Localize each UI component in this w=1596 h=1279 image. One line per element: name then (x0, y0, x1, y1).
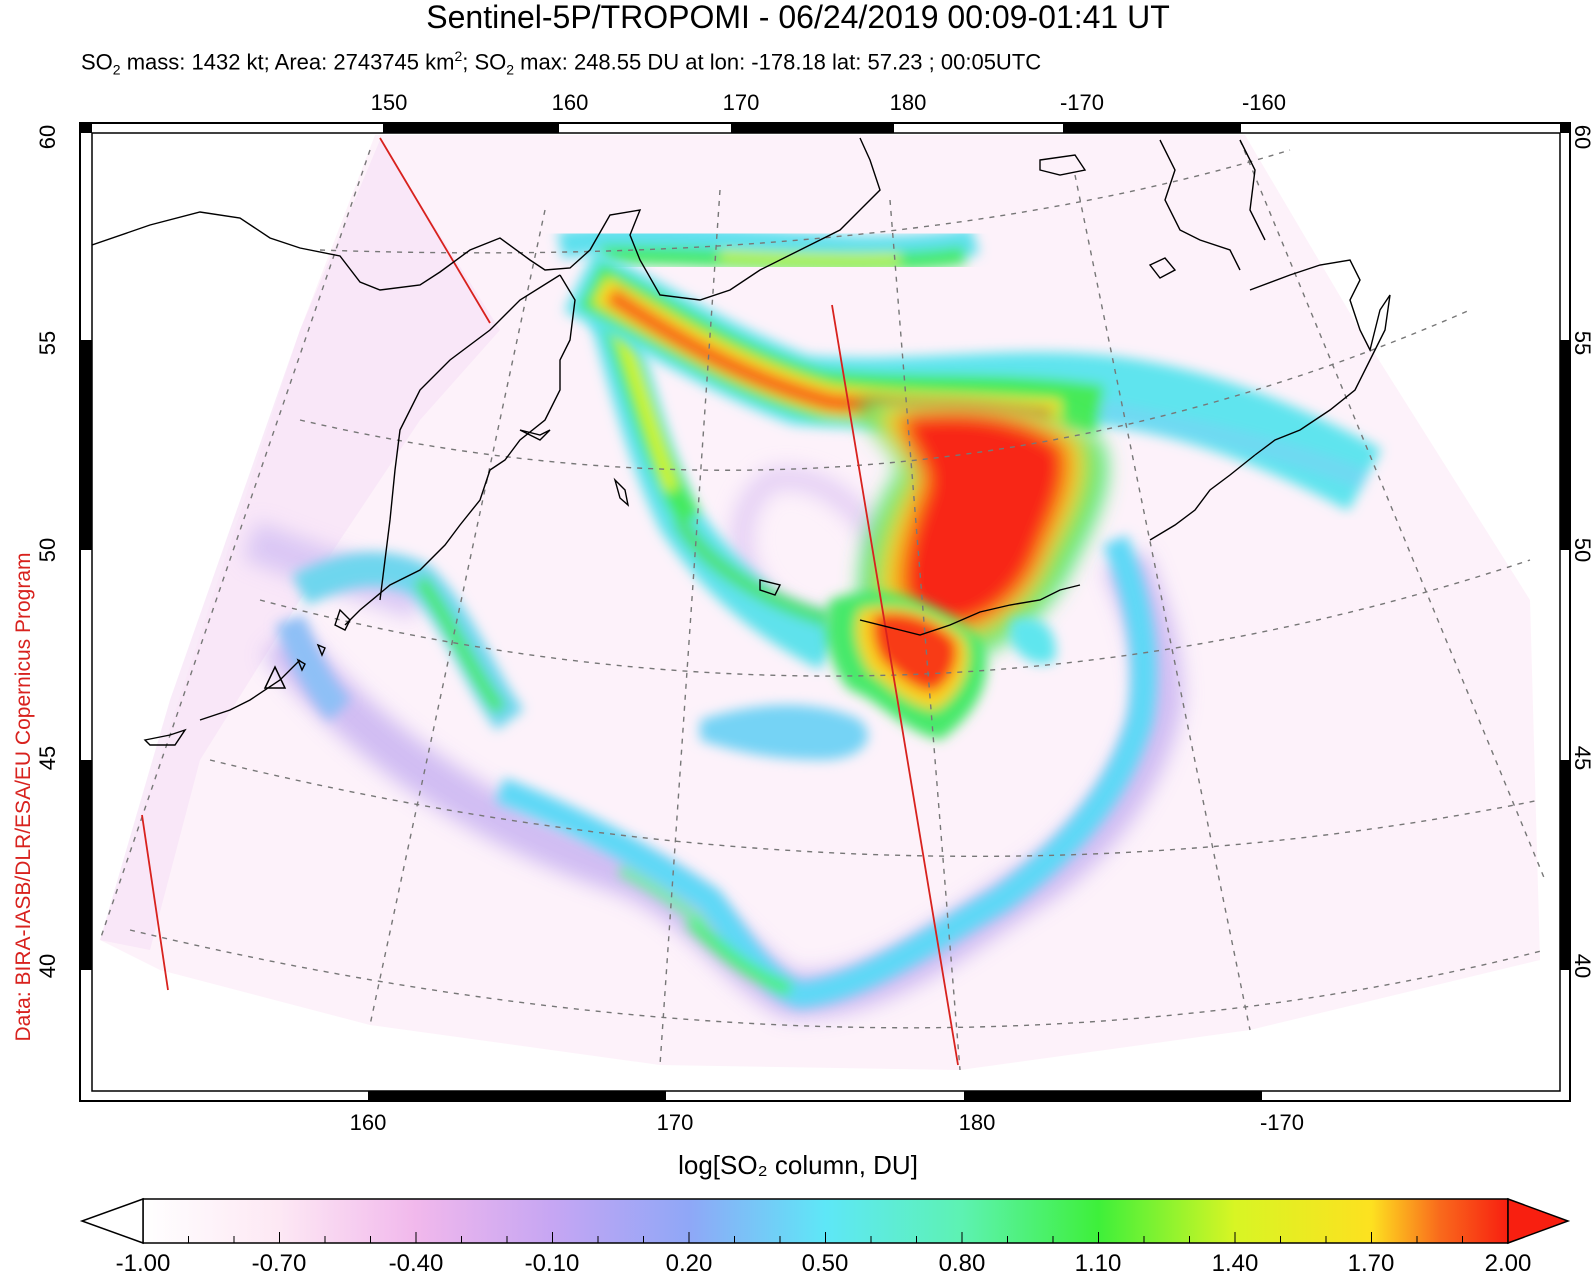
top-lon-tick: 180 (889, 90, 927, 115)
plume-north-band (557, 224, 980, 265)
colorbar-title: log[SO₂ column, DU] (678, 1150, 918, 1180)
right-ruler (1560, 340, 1570, 970)
colorbar-label: 0.80 (938, 1250, 986, 1277)
colorbar-label: -0.40 (388, 1250, 444, 1277)
map-title: Sentinel-5P/TROPOMI - 06/24/2019 00:09-0… (426, 0, 1170, 35)
colorbar-label: -1.00 (115, 1250, 171, 1277)
right-lat-tick: 60 (1570, 124, 1595, 150)
left-lat-tick: 40 (35, 953, 60, 979)
left-lat-tick: 50 (35, 537, 60, 563)
right-lat-tick: 45 (1570, 745, 1595, 771)
top-lon-tick: -160 (1241, 90, 1287, 115)
right-lat-tick: 50 (1570, 537, 1595, 563)
coastlines (92, 137, 1391, 746)
colorbar-label: 1.10 (1074, 1250, 1122, 1277)
plume-cyan-loop (495, 535, 1157, 1009)
top-ruler (80, 124, 1570, 133)
left-lat-tick: 55 (35, 330, 60, 356)
swath-background (100, 135, 1540, 1070)
colorbar-label: -0.10 (524, 1250, 580, 1277)
right-lat-tick: 40 (1570, 953, 1595, 979)
colorbar-label: -0.70 (251, 1250, 307, 1277)
colorbar-label: 0.20 (665, 1250, 713, 1277)
colorbar (79, 1197, 1571, 1245)
colorbar-label: 2.00 (1484, 1250, 1532, 1277)
bottom-lon-tick: 170 (656, 1110, 694, 1135)
top-lon-tick: 170 (722, 90, 760, 115)
colorbar-label: 1.40 (1211, 1250, 1259, 1277)
bottom-lon-tick: 160 (349, 1110, 387, 1135)
top-lon-tick: 160 (551, 90, 589, 115)
bottom-ruler (368, 1091, 1262, 1101)
top-lon-tick: -170 (1059, 90, 1105, 115)
so2-statistics: SO2 mass: 1432 kt; Area: 2743745 km2; SO… (81, 48, 1042, 78)
right-lat-tick: 55 (1570, 330, 1595, 356)
map-frame (79, 122, 1571, 1102)
bottom-lon-tick: -170 (1259, 1110, 1305, 1135)
top-lon-tick: 150 (370, 90, 408, 115)
left-ruler (81, 340, 92, 970)
left-lat-tick: 45 (35, 745, 60, 771)
left-lat-tick: 60 (35, 124, 60, 150)
colorbar-high-arrow (1507, 1197, 1571, 1245)
colorbar-label: 0.50 (801, 1250, 849, 1277)
bottom-lon-tick: 180 (958, 1110, 996, 1135)
colorbar-low-arrow (79, 1197, 144, 1245)
colorbar-label: 1.70 (1347, 1250, 1395, 1277)
volcano-marker (263, 665, 287, 689)
